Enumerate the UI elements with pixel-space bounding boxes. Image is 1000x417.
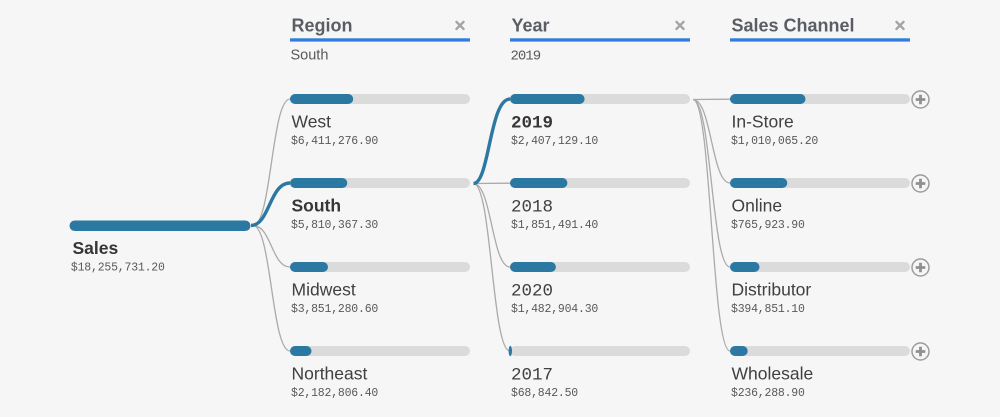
svg-text:$394,851.10: $394,851.10	[731, 303, 805, 316]
svg-text:2020: 2020	[511, 282, 553, 302]
svg-text:South: South	[291, 48, 329, 64]
svg-text:Sales Channel: Sales Channel	[732, 16, 855, 36]
svg-text:2019: 2019	[511, 114, 553, 134]
svg-text:$1,482,904.30: $1,482,904.30	[511, 303, 598, 316]
svg-text:Wholesale: Wholesale	[732, 364, 814, 384]
svg-text:$2,182,806.40: $2,182,806.40	[291, 387, 378, 400]
svg-text:Online: Online	[732, 196, 783, 216]
svg-text:West: West	[292, 112, 332, 132]
svg-text:2018: 2018	[511, 198, 553, 218]
svg-text:Year: Year	[512, 16, 550, 36]
svg-text:$765,923.90: $765,923.90	[731, 219, 805, 232]
svg-text:Sales: Sales	[73, 238, 119, 258]
svg-text:$5,810,367.30: $5,810,367.30	[291, 219, 378, 232]
svg-text:$1,851,491.40: $1,851,491.40	[511, 219, 598, 232]
svg-text:South: South	[292, 196, 342, 216]
svg-text:$1,010,065.20: $1,010,065.20	[731, 135, 818, 148]
svg-text:In-Store: In-Store	[732, 112, 794, 132]
svg-text:$2,407,129.10: $2,407,129.10	[511, 135, 598, 148]
svg-text:2017: 2017	[511, 366, 553, 386]
svg-text:Distributor: Distributor	[732, 280, 812, 300]
svg-text:Northeast: Northeast	[292, 364, 368, 384]
svg-text:$3,851,280.60: $3,851,280.60	[291, 303, 378, 316]
svg-text:Midwest: Midwest	[292, 280, 356, 300]
svg-text:$18,255,731.20: $18,255,731.20	[71, 262, 165, 275]
svg-text:$236,288.90: $236,288.90	[731, 387, 805, 400]
svg-text:$68,842.50: $68,842.50	[511, 387, 578, 400]
svg-text:2019: 2019	[511, 49, 541, 65]
svg-text:Region: Region	[292, 16, 353, 36]
svg-text:$6,411,276.90: $6,411,276.90	[291, 135, 378, 148]
